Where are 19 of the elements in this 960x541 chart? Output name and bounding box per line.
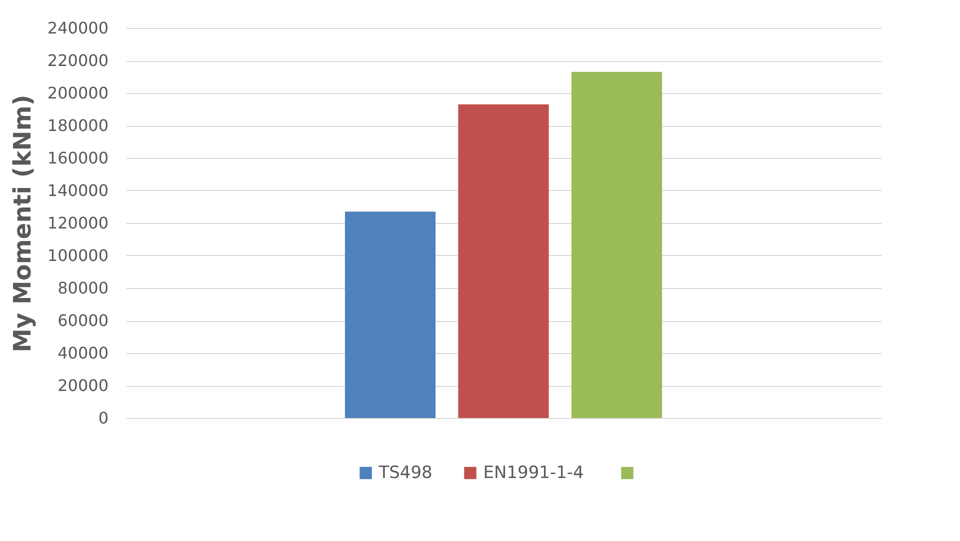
y-tick-label: 80000 — [58, 278, 108, 298]
bar — [344, 212, 436, 418]
y-tick-label: 40000 — [58, 344, 108, 362]
y-tick-label: 200000 — [47, 84, 108, 102]
y-tick-label: 140000 — [47, 181, 108, 200]
legend-label: EN1991-1-4 — [483, 463, 584, 483]
y-tick-label: 0 — [98, 408, 108, 428]
y-tick-label: 20000 — [58, 376, 108, 395]
y-tick-label: 60000 — [58, 311, 108, 330]
y-tick-label: 100000 — [47, 246, 108, 265]
legend-label: TS498 — [378, 463, 432, 483]
bar — [571, 72, 662, 418]
bar — [458, 104, 549, 418]
y-tick-label: 220000 — [47, 51, 108, 70]
y-axis-title: My Momenti (kNm) — [8, 94, 36, 352]
y-tick-label: 160000 — [47, 148, 108, 168]
y-tick-label: 180000 — [47, 116, 108, 135]
y-tick-label: 120000 — [47, 214, 108, 232]
y-tick-label: 240000 — [47, 18, 108, 38]
